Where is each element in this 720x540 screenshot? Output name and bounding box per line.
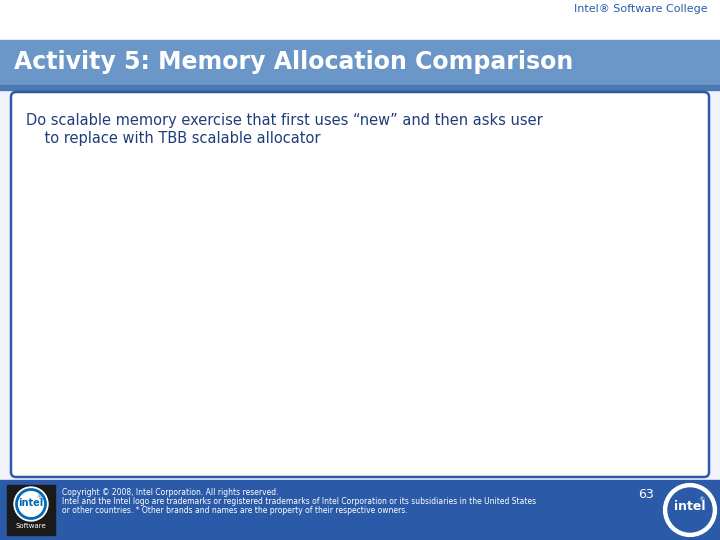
Bar: [7, 485, 55, 535]
Text: to replace with TBB scalable allocator: to replace with TBB scalable allocator: [26, 131, 320, 146]
Bar: [0, 85, 720, 480]
Bar: [0, 480, 720, 540]
Text: Copyright © 2008, Intel Corporation. All rights reserved.: Copyright © 2008, Intel Corporation. All…: [62, 488, 279, 497]
Bar: [0, 40, 720, 85]
Text: intel: intel: [19, 498, 44, 508]
Text: Intel and the Intel logo are trademarks or registered trademarks of Intel Corpor: Intel and the Intel logo are trademarks …: [62, 497, 536, 506]
Text: intel: intel: [674, 501, 706, 514]
Text: Software: Software: [16, 523, 46, 529]
Circle shape: [14, 487, 48, 521]
FancyBboxPatch shape: [11, 92, 709, 477]
Text: 63: 63: [638, 488, 654, 501]
Bar: [0, 0, 720, 50]
Circle shape: [664, 484, 716, 536]
Text: Do scalable memory exercise that first uses “new” and then asks user: Do scalable memory exercise that first u…: [26, 113, 543, 128]
Circle shape: [668, 488, 712, 532]
Text: Activity 5: Memory Allocation Comparison: Activity 5: Memory Allocation Comparison: [14, 51, 573, 75]
Text: Intel® Software College: Intel® Software College: [575, 4, 708, 14]
Bar: [0, 85, 720, 90]
Text: ®: ®: [36, 496, 42, 501]
Text: or other countries. * Other brands and names are the property of their respectiv: or other countries. * Other brands and n…: [62, 506, 408, 515]
Text: ®: ®: [698, 497, 704, 503]
